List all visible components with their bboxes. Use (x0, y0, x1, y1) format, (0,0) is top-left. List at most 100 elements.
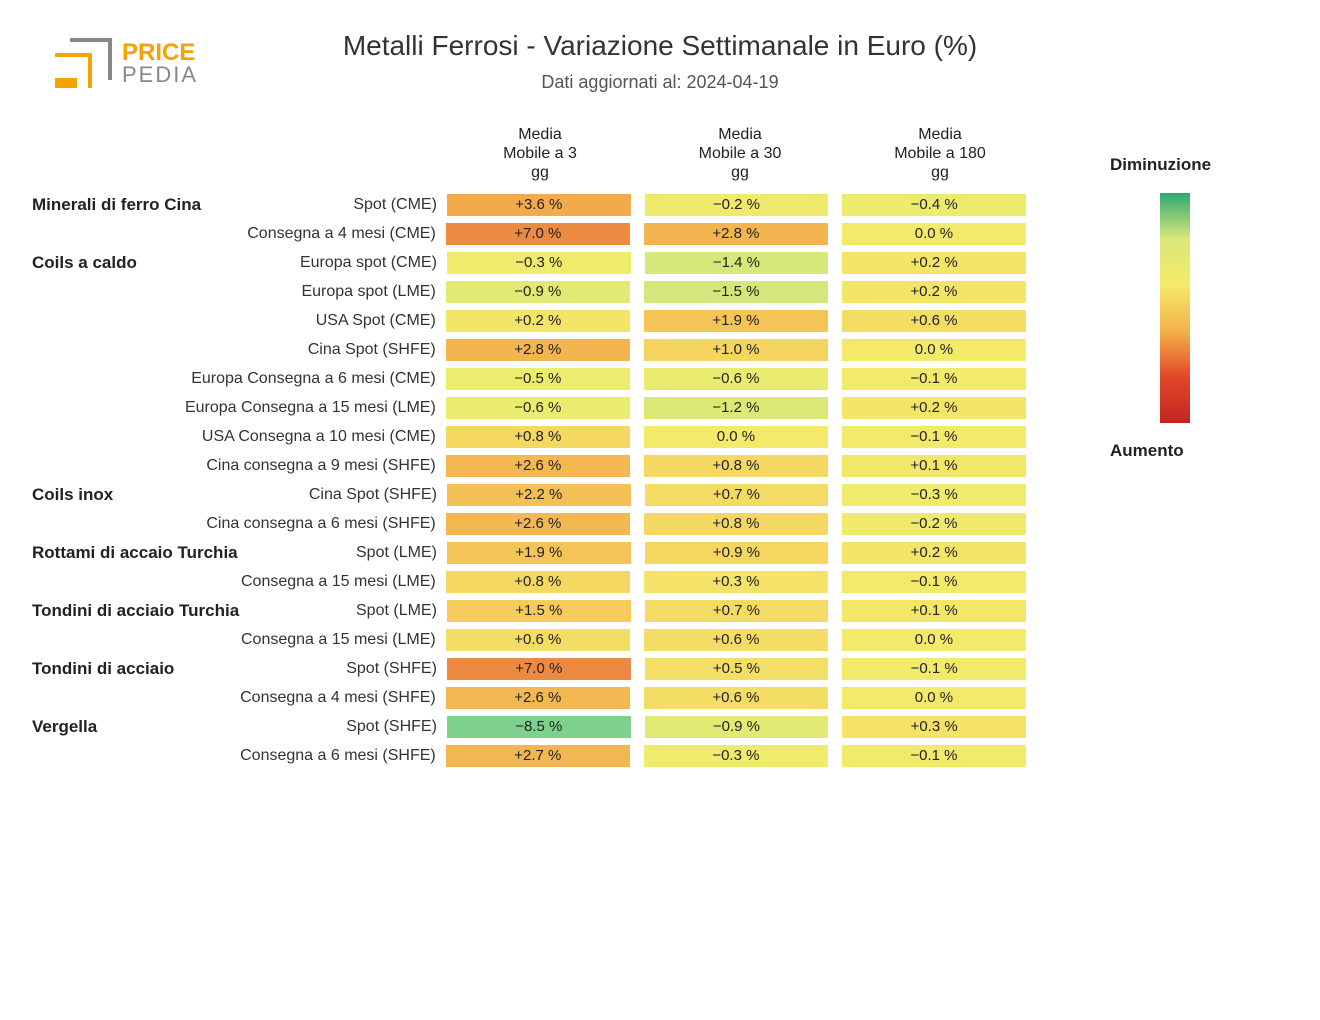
column-headers: MediaMobile a 3ggMediaMobile a 30ggMedia… (440, 125, 1040, 183)
heatmap-cell: −0.1 % (842, 368, 1026, 390)
table-row: Cina Spot (SHFE)+2.8 %+1.0 %0.0 % (30, 335, 1040, 364)
heatmap-cell: +0.1 % (842, 600, 1026, 622)
heatmap-cell: −0.6 % (644, 368, 828, 390)
heatmap-cell: +0.9 % (645, 542, 829, 564)
table-row: Europa Consegna a 15 mesi (LME)−0.6 %−1.… (30, 393, 1040, 422)
table-row: Rottami di accaio TurchiaSpot (LME)+1.9 … (30, 538, 1040, 567)
table-row: USA Spot (CME)+0.2 % +1.9 % +0.6 % (30, 306, 1040, 335)
category-label: Coils inox (30, 485, 259, 505)
sub-label: Europa spot (CME) (259, 254, 447, 272)
sub-label: Spot (SHFE) (259, 718, 447, 736)
sub-label: Cina Spot (SHFE) (259, 486, 447, 504)
chart-container: PRICE PEDIA Metalli Ferrosi - Variazione… (0, 0, 1320, 1020)
sub-label: Spot (LME) (259, 602, 447, 620)
heatmap-cell: −0.3 % (644, 745, 828, 767)
heatmap-cell: −8.5 % (447, 716, 631, 738)
heatmap-cell: +0.1 % (842, 455, 1026, 477)
heatmap-cell: +3.6 % (447, 194, 631, 216)
heatmap-cell: +0.6 % (446, 629, 630, 651)
heatmap-cell: −0.9 % (645, 716, 829, 738)
color-legend: Diminuzione Aumento (1110, 155, 1300, 461)
table-row: Coils a caldoEuropa spot (CME)−0.3 %−1.4… (30, 248, 1040, 277)
heatmap-cell: 0.0 % (842, 629, 1026, 651)
column-header: MediaMobile a 30gg (640, 125, 840, 183)
legend-bottom-label: Aumento (1110, 441, 1300, 461)
sub-label: Cina Spot (SHFE) (30, 341, 446, 359)
category-label: Minerali di ferro Cina (30, 195, 259, 215)
table-row: Europa Consegna a 6 mesi (CME)−0.5 % −0.6… (30, 364, 1040, 393)
chart-subtitle: Dati aggiornati al: 2024-04-19 (0, 72, 1320, 93)
sub-label: Consegna a 4 mesi (CME) (30, 225, 446, 243)
table-row: Consegna a 4 mesi (SHFE)+2.6 %+0.6 %0.0 … (30, 683, 1040, 712)
heatmap-cell: +0.2 % (446, 310, 630, 332)
heatmap-cell: +0.8 % (644, 513, 828, 535)
heatmap-cell: −0.2 % (842, 513, 1026, 535)
column-header: MediaMobile a 180gg (840, 125, 1040, 183)
heatmap-cell: +0.6 % (644, 687, 828, 709)
table-row: Consegna a 6 mesi (SHFE)+2.7 %−0.3 %−0.1… (30, 741, 1040, 770)
heatmap-cell: +0.7 % (645, 600, 829, 622)
heatmap-cell: −1.5 % (644, 281, 828, 303)
heatmap-cell: −0.2 % (645, 194, 829, 216)
heatmap-cell: +0.2 % (842, 281, 1026, 303)
heatmap-cell: −0.1 % (842, 571, 1026, 593)
heatmap-cell: +2.6 % (446, 455, 630, 477)
heatmap-cell: +7.0 % (446, 223, 630, 245)
heatmap-cell: +0.3 % (842, 716, 1026, 738)
table-row: Minerali di ferro CinaSpot (CME)+3.6 % −0… (30, 190, 1040, 219)
legend-colorbar (1160, 193, 1190, 423)
heatmap-cell: −0.4 % (842, 194, 1026, 216)
category-label: Tondini di acciaio Turchia (30, 601, 259, 621)
heatmap-cell: 0.0 % (644, 426, 828, 448)
heatmap-cell: +1.9 % (644, 310, 828, 332)
sub-label: USA Consegna a 10 mesi (CME) (30, 428, 446, 446)
sub-label: USA Spot (CME) (30, 312, 446, 330)
heatmap-cell: +2.7 % (446, 745, 630, 767)
table-row: USA Consegna a 10 mesi (CME)+0.8 %0.0 %−… (30, 422, 1040, 451)
sub-label: Europa Consegna a 6 mesi (CME) (30, 370, 446, 388)
sub-label: Spot (SHFE) (259, 660, 447, 678)
heatmap-cell: +0.6 % (644, 629, 828, 651)
sub-label: Europa spot (LME) (30, 283, 446, 301)
category-label: Vergella (30, 717, 259, 737)
column-header: MediaMobile a 3gg (440, 125, 640, 183)
heatmap-cell: +1.9 % (447, 542, 631, 564)
heatmap-cell: +0.5 % (645, 658, 829, 680)
sub-label: Consegna a 6 mesi (SHFE) (30, 747, 446, 765)
legend-top-label: Diminuzione (1110, 155, 1300, 175)
sub-label: Consegna a 15 mesi (LME) (30, 631, 446, 649)
heatmap-cell: +2.8 % (644, 223, 828, 245)
heatmap-table: Minerali di ferro CinaSpot (CME)+3.6 % −0… (30, 190, 1040, 770)
heatmap-cell: +2.6 % (446, 513, 630, 535)
table-row: Europa spot (LME)−0.9 %−1.5 %+0.2 % (30, 277, 1040, 306)
table-row: Consegna a 15 mesi (LME)+0.6 %+0.6 %0.0 … (30, 625, 1040, 654)
heatmap-cell: −0.3 % (842, 484, 1026, 506)
heatmap-cell: +1.5 % (447, 600, 631, 622)
table-row: Tondini di acciaio TurchiaSpot (LME)+1.5… (30, 596, 1040, 625)
sub-label: Spot (LME) (259, 544, 447, 562)
heatmap-cell: +0.2 % (842, 252, 1026, 274)
heatmap-cell: +0.6 % (842, 310, 1026, 332)
chart-title: Metalli Ferrosi - Variazione Settimanale… (0, 30, 1320, 62)
heatmap-cell: +0.7 % (645, 484, 829, 506)
heatmap-cell: +0.2 % (842, 542, 1026, 564)
table-row: Tondini di acciaioSpot (SHFE)+7.0 %+0.5 … (30, 654, 1040, 683)
heatmap-cell: +2.2 % (447, 484, 631, 506)
table-row: Cina consegna a 6 mesi (SHFE)+2.6 %+0.8 … (30, 509, 1040, 538)
heatmap-cell: −0.3 % (447, 252, 631, 274)
heatmap-cell: −0.5 % (446, 368, 630, 390)
table-row: Cina consegna a 9 mesi (SHFE)+2.6 %+0.8 … (30, 451, 1040, 480)
table-row: Coils inoxCina Spot (SHFE)+2.2 % +0.7 % −0… (30, 480, 1040, 509)
table-row: VergellaSpot (SHFE)−8.5 % −0.9 % +0.3 % (30, 712, 1040, 741)
heatmap-cell: −0.6 % (446, 397, 630, 419)
heatmap-cell: +0.3 % (644, 571, 828, 593)
heatmap-cell: −0.1 % (842, 658, 1026, 680)
heatmap-cell: 0.0 % (842, 339, 1026, 361)
heatmap-cell: +7.0 % (447, 658, 631, 680)
heatmap-cell: +2.6 % (446, 687, 630, 709)
category-label: Rottami di accaio Turchia (30, 543, 259, 563)
heatmap-cell: 0.0 % (842, 223, 1026, 245)
heatmap-cell: −1.2 % (644, 397, 828, 419)
sub-label: Spot (CME) (259, 196, 447, 214)
heatmap-cell: −1.4 % (645, 252, 829, 274)
